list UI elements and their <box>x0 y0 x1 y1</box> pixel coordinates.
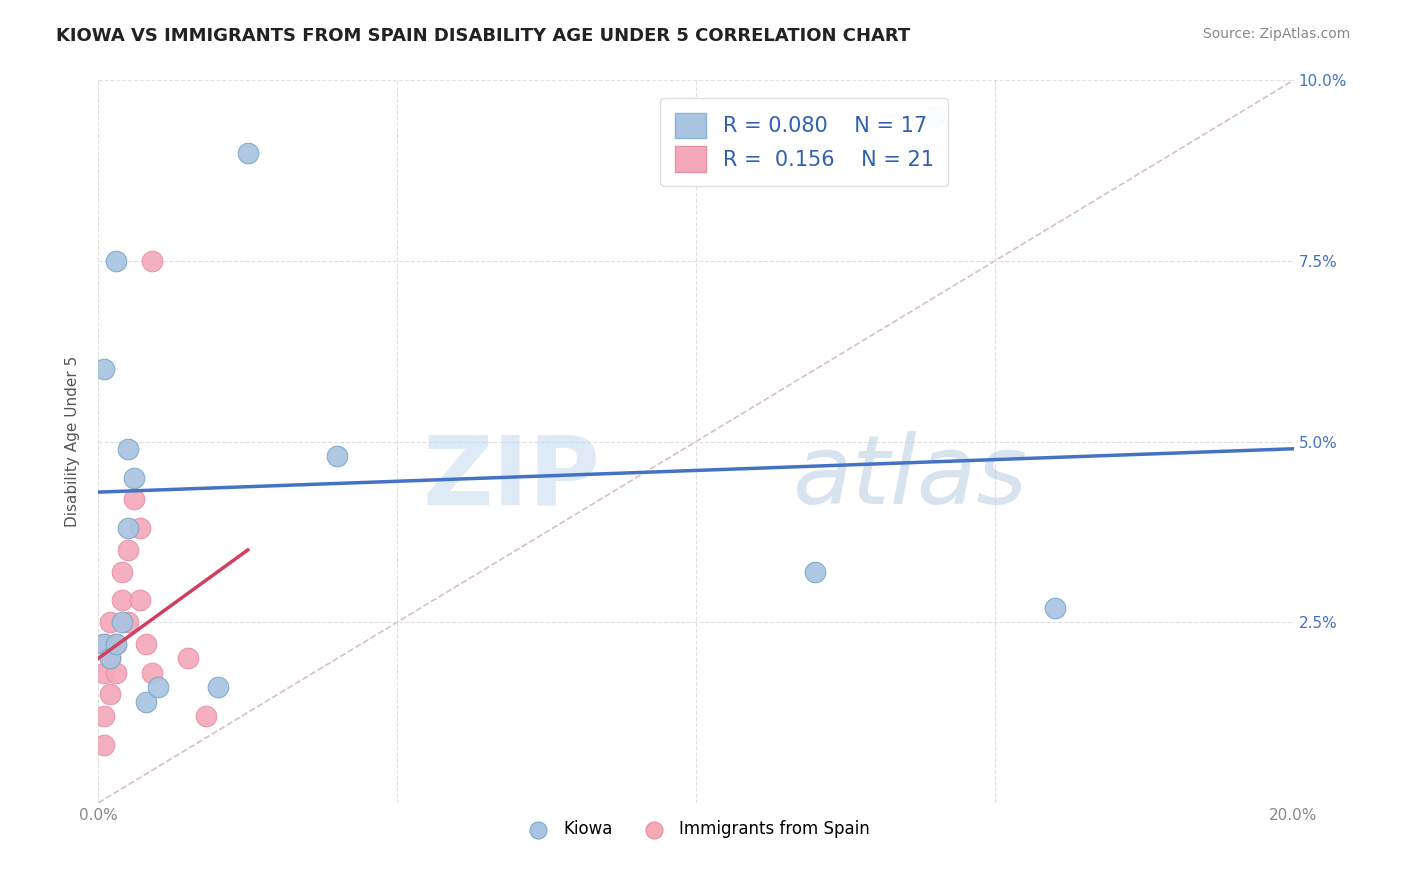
Point <box>804 565 827 579</box>
Point <box>135 637 157 651</box>
Point <box>177 651 200 665</box>
Point <box>117 542 139 557</box>
Text: KIOWA VS IMMIGRANTS FROM SPAIN DISABILITY AGE UNDER 5 CORRELATION CHART: KIOWA VS IMMIGRANTS FROM SPAIN DISABILIT… <box>56 27 911 45</box>
Point <box>195 709 218 723</box>
Point <box>129 521 152 535</box>
Point <box>924 109 946 123</box>
Point <box>148 680 170 694</box>
Point <box>111 615 134 630</box>
Point <box>93 362 115 376</box>
Point <box>135 695 157 709</box>
Text: Source: ZipAtlas.com: Source: ZipAtlas.com <box>1202 27 1350 41</box>
Point <box>1043 600 1066 615</box>
Point <box>117 521 139 535</box>
Point <box>111 565 134 579</box>
Point <box>326 449 349 463</box>
Point <box>98 615 122 630</box>
Legend: Kiowa, Immigrants from Spain: Kiowa, Immigrants from Spain <box>515 814 877 845</box>
Point <box>236 145 259 160</box>
Point <box>98 651 122 665</box>
Y-axis label: Disability Age Under 5: Disability Age Under 5 <box>65 356 80 527</box>
Point <box>93 637 115 651</box>
Point <box>124 471 146 485</box>
Point <box>98 687 122 701</box>
Point <box>111 593 134 607</box>
Point <box>117 442 139 456</box>
Point <box>105 254 128 268</box>
Text: ZIP: ZIP <box>422 431 600 524</box>
Point <box>93 709 115 723</box>
Text: atlas: atlas <box>792 431 1026 524</box>
Point <box>141 665 163 680</box>
Point <box>98 651 122 665</box>
Point <box>124 492 146 507</box>
Point <box>207 680 229 694</box>
Point <box>93 637 115 651</box>
Point <box>141 254 163 268</box>
Point <box>105 637 128 651</box>
Point <box>117 615 139 630</box>
Point <box>105 665 128 680</box>
Point <box>105 637 128 651</box>
Point <box>93 738 115 752</box>
Point <box>129 593 152 607</box>
Point <box>93 665 115 680</box>
